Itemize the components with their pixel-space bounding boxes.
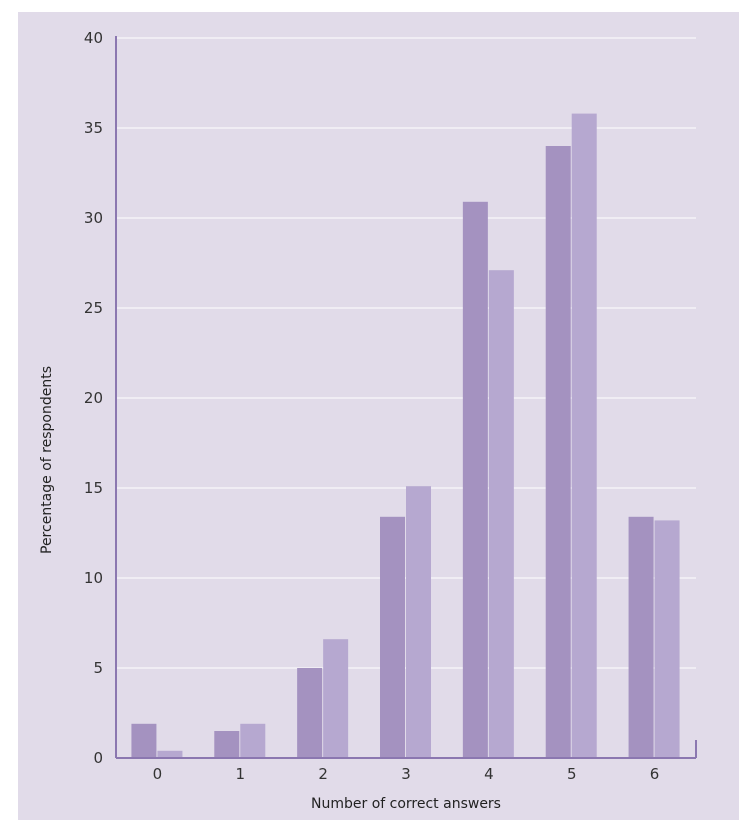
bar-series-2-4 xyxy=(488,270,514,758)
x-tick-label: 5 xyxy=(567,765,577,783)
y-tick-label: 5 xyxy=(93,659,103,677)
bar-series-1-6 xyxy=(628,516,654,758)
bar-series-2-2 xyxy=(323,639,349,758)
bar-series-2-6 xyxy=(654,520,680,758)
y-tick-label: 10 xyxy=(84,569,103,587)
bar-series-2-5 xyxy=(571,113,597,759)
x-tick-label: 4 xyxy=(484,765,494,783)
x-tick-label: 6 xyxy=(650,765,660,783)
x-tick-label: 3 xyxy=(401,765,411,783)
bars xyxy=(131,113,680,759)
y-axis-label: Percentage of respondents xyxy=(39,366,55,554)
bar-series-1-5 xyxy=(545,146,571,758)
bar-series-1-1 xyxy=(214,731,240,758)
x-axis-label: Number of correct answers xyxy=(311,796,501,812)
y-tick-label: 35 xyxy=(84,119,103,137)
y-tick-label: 25 xyxy=(84,299,103,317)
x-tick-label: 2 xyxy=(318,765,328,783)
y-tick-label: 0 xyxy=(93,749,103,767)
bar-series-2-0 xyxy=(157,750,183,758)
bar-series-2-3 xyxy=(406,486,431,758)
y-tick-labels: 0 5 10 15 20 25 30 35 40 xyxy=(84,29,103,767)
y-tick-label: 30 xyxy=(84,209,103,227)
chart-background xyxy=(18,12,739,820)
bar-series-1-3 xyxy=(380,516,405,758)
bar-series-1-0 xyxy=(131,723,157,758)
x-tick-labels: 0 1 2 3 4 5 6 xyxy=(153,765,660,783)
axes xyxy=(115,36,697,759)
x-tick-label: 0 xyxy=(153,765,163,783)
bar-series-1-4 xyxy=(462,201,488,759)
bar-series-2-1 xyxy=(240,723,266,758)
y-tick-label: 20 xyxy=(84,389,103,407)
y-tick-label: 40 xyxy=(84,29,103,47)
bar-series-1-2 xyxy=(297,668,323,758)
x-tick-label: 1 xyxy=(236,765,246,783)
y-tick-label: 15 xyxy=(84,479,103,497)
